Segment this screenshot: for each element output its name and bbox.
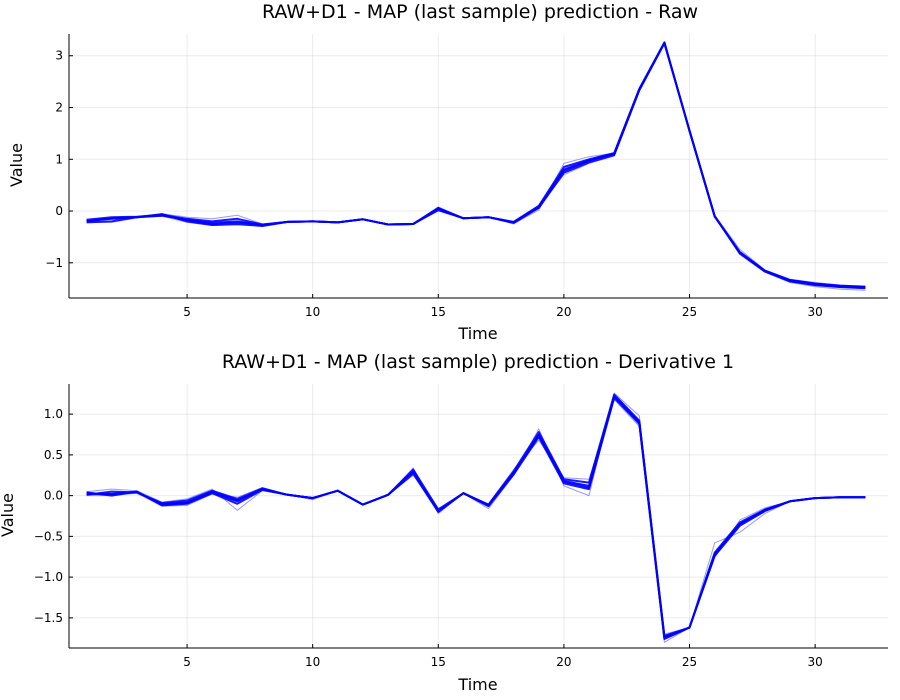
plot-lines xyxy=(86,41,866,291)
x-tick-label: 25 xyxy=(682,655,697,669)
series-line xyxy=(86,41,866,288)
chart-title: RAW+D1 - MAP (last sample) prediction - … xyxy=(222,351,734,373)
chart-title: RAW+D1 - MAP (last sample) prediction - … xyxy=(262,1,698,23)
y-tick-label: 0.0 xyxy=(44,489,63,503)
y-tick-label: 1 xyxy=(55,152,63,166)
x-tick-label: 15 xyxy=(431,655,446,669)
grid xyxy=(69,34,888,298)
x-tick-label: 15 xyxy=(431,305,446,319)
axes-frame xyxy=(68,384,888,649)
subplot-derivative: RAW+D1 - MAP (last sample) prediction - … xyxy=(0,351,888,694)
x-axis-label: Time xyxy=(457,675,497,694)
x-tick-label: 20 xyxy=(556,655,571,669)
y-tick-label: −0.5 xyxy=(34,529,63,543)
series-line xyxy=(86,395,866,639)
y-tick-label: 2 xyxy=(55,101,63,115)
series-line xyxy=(86,393,866,637)
y-axis-label: Value xyxy=(7,143,26,187)
axes-frame xyxy=(68,34,888,299)
x-ticks: 5 10 15 20 25 30 xyxy=(183,294,823,319)
series-line xyxy=(86,41,866,289)
y-ticks: −1 0 1 2 3 xyxy=(45,49,73,270)
y-axis-label: Value xyxy=(0,493,17,537)
series-line xyxy=(86,41,866,289)
grid xyxy=(69,384,888,648)
x-tick-label: 5 xyxy=(183,655,191,669)
subplot-raw: RAW+D1 - MAP (last sample) prediction - … xyxy=(7,1,888,343)
x-tick-label: 30 xyxy=(808,655,823,669)
x-ticks: 5 10 15 20 25 30 xyxy=(183,644,823,669)
y-tick-label: −1.5 xyxy=(34,611,63,625)
series-line xyxy=(86,395,866,639)
y-tick-label: 3 xyxy=(55,49,63,63)
y-ticks: −1.5 −1.0 −0.5 0.0 0.5 1.0 xyxy=(34,407,73,625)
x-tick-label: 30 xyxy=(808,305,823,319)
series-line xyxy=(86,42,866,288)
y-tick-label: 0.5 xyxy=(44,448,63,462)
x-tick-label: 10 xyxy=(305,305,320,319)
y-tick-label: 1.0 xyxy=(44,407,63,421)
x-tick-label: 5 xyxy=(183,305,191,319)
x-axis-label: Time xyxy=(457,324,497,343)
series-line xyxy=(86,42,866,290)
plot-lines xyxy=(86,392,866,643)
x-tick-label: 20 xyxy=(556,305,571,319)
x-tick-label: 10 xyxy=(305,655,320,669)
y-tick-label: 0 xyxy=(55,204,63,218)
y-tick-label: −1.0 xyxy=(34,570,63,584)
series-line xyxy=(86,41,866,291)
y-tick-label: −1 xyxy=(45,256,63,270)
series-line xyxy=(86,399,866,635)
x-tick-label: 25 xyxy=(682,305,697,319)
